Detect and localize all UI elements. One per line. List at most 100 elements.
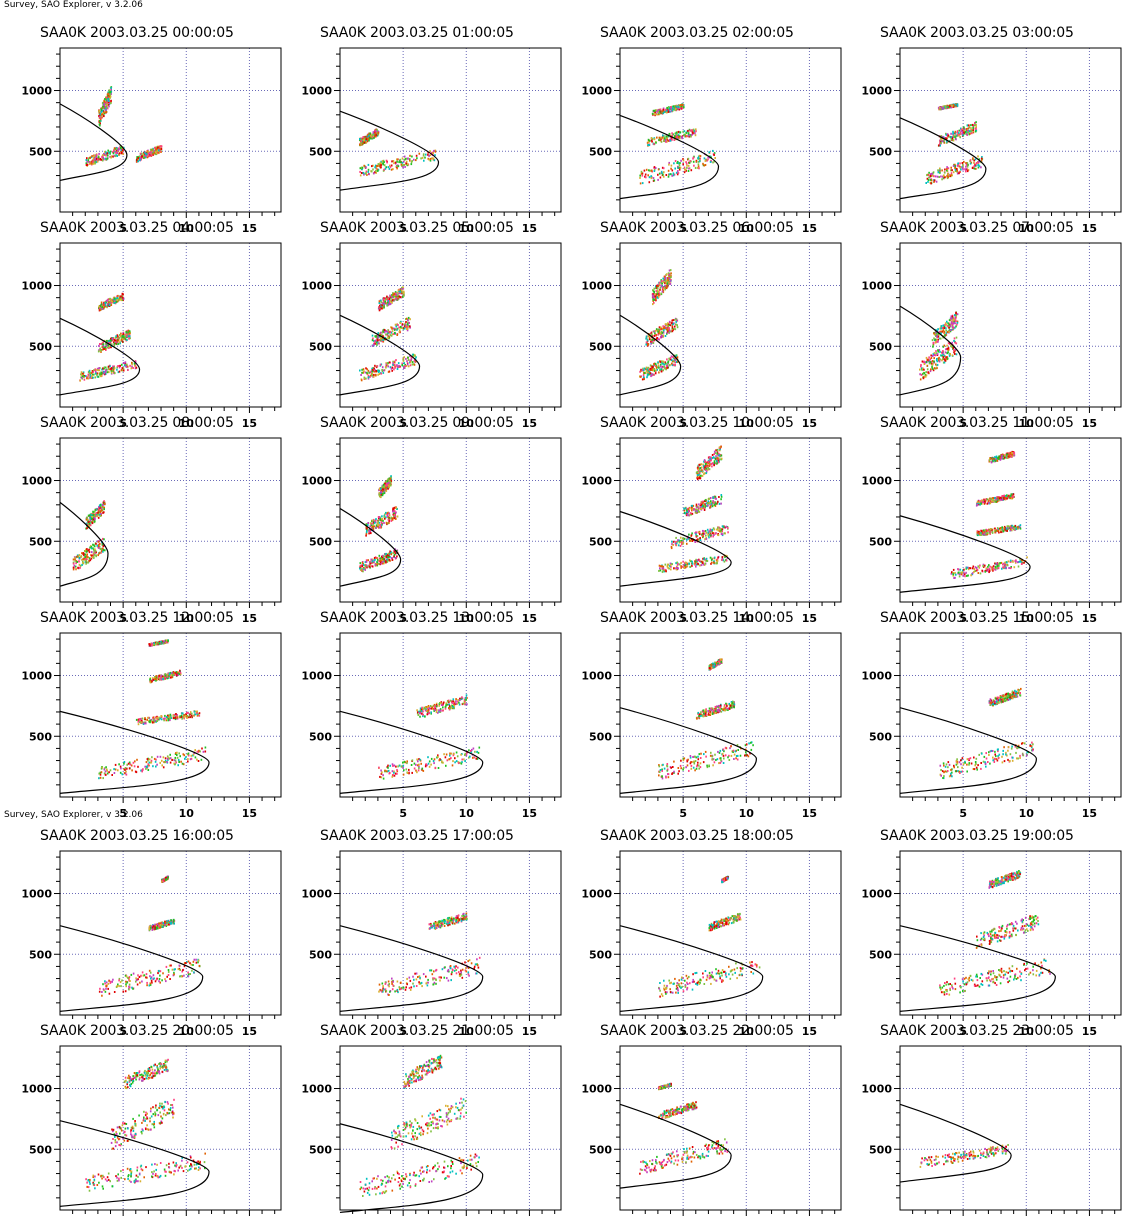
echo-point — [678, 137, 681, 140]
echo-point — [677, 166, 679, 169]
echo-point — [107, 100, 110, 102]
echo-point — [927, 359, 930, 362]
echo-point — [725, 559, 728, 562]
echo-point — [91, 551, 93, 554]
plot-frame — [619, 437, 842, 603]
echo-point — [672, 172, 675, 175]
echo-point — [389, 302, 392, 305]
echo-point — [383, 522, 385, 524]
echo-point — [696, 563, 698, 566]
echo-point — [943, 141, 946, 144]
echo-point — [365, 523, 368, 525]
x-tick-label: 15 — [522, 222, 537, 235]
echo-point — [710, 557, 713, 560]
echo-point — [952, 171, 955, 174]
echo-point — [960, 168, 962, 171]
echo-point — [397, 294, 399, 297]
echo-point — [362, 139, 365, 142]
echo-point — [395, 359, 397, 362]
echo-point — [377, 168, 380, 171]
echo-point — [676, 326, 679, 329]
echo-point — [386, 299, 389, 302]
echo-point — [686, 166, 688, 169]
echo-point — [372, 344, 375, 347]
echo-point — [378, 560, 380, 563]
echo-point — [377, 332, 380, 335]
echo-point — [382, 162, 384, 165]
echo-point — [690, 134, 692, 137]
echo-point — [930, 179, 933, 182]
echo-point — [95, 514, 98, 516]
echo-point — [958, 132, 960, 135]
echo-point — [674, 354, 676, 357]
echo-point — [935, 364, 938, 367]
echo-point — [682, 163, 684, 166]
echo-point — [380, 521, 383, 524]
echo-point — [962, 127, 965, 130]
echo-point — [152, 153, 155, 156]
echo-point — [664, 288, 666, 291]
echo-point — [973, 159, 975, 162]
echo-point — [668, 357, 670, 360]
echo-point — [117, 371, 120, 374]
echo-point — [381, 518, 383, 521]
echo-point — [932, 363, 934, 366]
echo-point — [965, 170, 967, 173]
echo-point — [939, 108, 941, 111]
trace-curve — [339, 110, 440, 191]
echo-point — [421, 156, 424, 159]
y-tick-label: 500 — [589, 535, 612, 548]
echo-point — [81, 373, 83, 376]
echo-point — [85, 553, 87, 556]
echo-point — [666, 109, 669, 112]
echo-point — [384, 482, 386, 485]
echo-point — [367, 369, 370, 372]
echo-point — [114, 372, 116, 375]
echo-point — [101, 102, 104, 105]
echo-point — [371, 344, 374, 347]
echo-point — [413, 363, 416, 366]
echo-point — [667, 169, 670, 172]
echo-point — [375, 341, 378, 344]
echo-point — [920, 364, 922, 366]
echo-point — [664, 282, 666, 285]
echo-point — [160, 151, 162, 153]
echo-point — [975, 124, 977, 126]
echo-point — [102, 343, 104, 346]
echo-point — [382, 304, 384, 307]
echo-point — [653, 298, 655, 301]
echo-point — [82, 375, 84, 377]
echo-point — [380, 489, 383, 492]
echo-point — [377, 520, 379, 523]
echo-point — [377, 334, 379, 337]
echo-point — [382, 337, 384, 340]
echo-point — [955, 342, 958, 345]
echo-point — [659, 286, 662, 289]
echo-point — [133, 362, 136, 365]
echo-point — [366, 529, 368, 532]
echo-point — [701, 560, 704, 563]
echo-point — [646, 339, 649, 342]
x-tick-label: 15 — [522, 417, 537, 430]
echo-point — [136, 156, 138, 159]
echo-point — [406, 157, 408, 160]
echo-point — [657, 109, 660, 112]
echo-point — [971, 123, 974, 126]
echo-point — [675, 355, 677, 357]
echo-point — [105, 101, 107, 104]
echo-point — [116, 152, 118, 154]
echo-point — [383, 331, 386, 334]
echo-point — [657, 168, 660, 171]
echo-point — [687, 164, 690, 167]
echo-point — [385, 302, 387, 305]
echo-point — [381, 304, 383, 307]
echo-point — [118, 298, 120, 301]
echo-point — [697, 562, 699, 565]
echo-point — [929, 358, 932, 361]
echo-point — [374, 342, 376, 345]
echo-point — [98, 552, 101, 555]
echo-point — [395, 297, 398, 300]
echo-point — [669, 273, 671, 276]
echo-point — [711, 561, 713, 564]
echo-point — [434, 150, 437, 153]
